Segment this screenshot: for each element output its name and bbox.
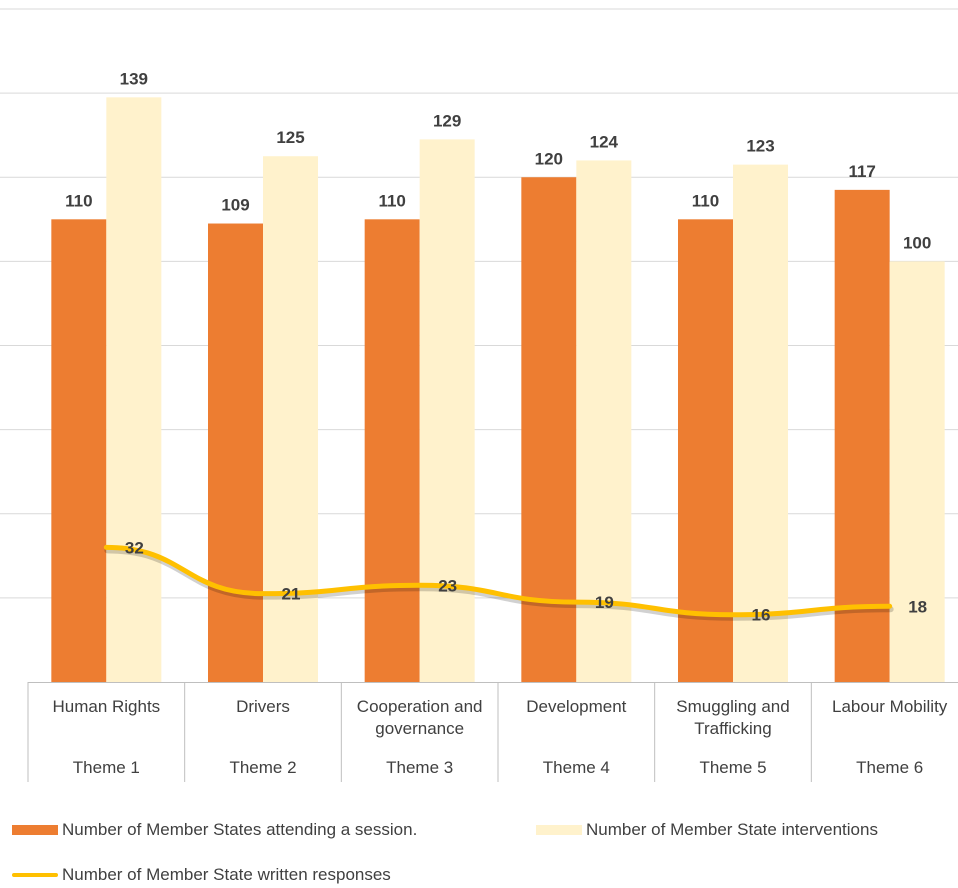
theme-label: Theme 2: [229, 758, 296, 777]
line-data-label: 16: [752, 606, 771, 625]
line-point: [575, 601, 578, 604]
theme-label: Theme 6: [856, 758, 923, 777]
bar-attending: [51, 219, 107, 682]
line-point: [105, 546, 108, 549]
data-label: 120: [535, 149, 563, 168]
line-data-label: 19: [595, 593, 614, 612]
legend-item-interventions: Number of Member State interventions: [536, 820, 878, 840]
bars: [51, 97, 945, 683]
legend-item-written: Number of Member State written responses: [12, 865, 391, 885]
category-label: Cooperation and governance: [357, 697, 483, 738]
line-data-label: 32: [125, 538, 144, 557]
legend-swatch-written: [12, 873, 58, 877]
data-label: 124: [590, 132, 619, 151]
data-label: 100: [903, 233, 931, 252]
category-axis: Human Rights Theme 1 Drivers Theme 2 Coopera…: [27, 682, 958, 782]
data-label: 110: [692, 191, 719, 210]
bar-interventions: [106, 97, 162, 683]
bar-interventions: [889, 261, 945, 682]
bar-interventions: [419, 139, 475, 683]
legend-swatch-interventions: [536, 825, 582, 835]
bar-interventions: [576, 160, 632, 683]
line-series: [103, 544, 894, 621]
data-labels: 110 139 109 125 110 129 120 124 110 123 117 100 32 21…: [65, 69, 931, 624]
line-point: [732, 613, 734, 616]
bar-attending: [208, 223, 263, 683]
line-data-label: 18: [908, 597, 927, 616]
data-label: 123: [746, 137, 774, 156]
legend-swatch-attending: [12, 825, 58, 835]
data-label: 139: [120, 69, 148, 88]
bar-attending: [364, 219, 420, 682]
legend-item-attending: Number of Member States attending a sess…: [12, 820, 417, 840]
category-label: Development: [526, 697, 626, 716]
line-shadow: [104, 547, 894, 621]
category-label: Human Rights: [52, 697, 160, 716]
line-data-label: 23: [438, 576, 457, 595]
data-label: 117: [848, 162, 875, 181]
category-label: Drivers: [236, 697, 290, 716]
category-label: Labour Mobility: [832, 697, 948, 716]
theme-label: Theme 4: [543, 758, 610, 777]
category-label: Smuggling and Trafficking: [676, 697, 789, 738]
theme-label: Theme 1: [73, 758, 140, 777]
theme-label: Theme 5: [699, 758, 766, 777]
bar-attending: [834, 189, 890, 682]
legend-label-attending: Number of Member States attending a sess…: [62, 820, 418, 839]
line-point: [888, 605, 891, 608]
data-label: 125: [276, 128, 304, 147]
line-data-label: 21: [282, 585, 301, 604]
data-label: 109: [221, 196, 249, 215]
data-label: 110: [65, 191, 92, 210]
data-label: 129: [433, 111, 461, 130]
legend-label-written: Number of Member State written responses: [62, 865, 391, 884]
bar-interventions: [733, 164, 788, 683]
legend-label-interventions: Number of Member State interventions: [586, 820, 878, 839]
bar-attending: [678, 219, 733, 682]
line-point: [262, 592, 264, 595]
line-point: [418, 584, 421, 587]
chart: 110 139 109 125 110 129 120 124 110 123 117 100 32 21…: [0, 8, 958, 782]
data-label: 110: [378, 191, 405, 210]
line-written-responses: [103, 544, 893, 618]
theme-label: Theme 3: [386, 758, 453, 777]
